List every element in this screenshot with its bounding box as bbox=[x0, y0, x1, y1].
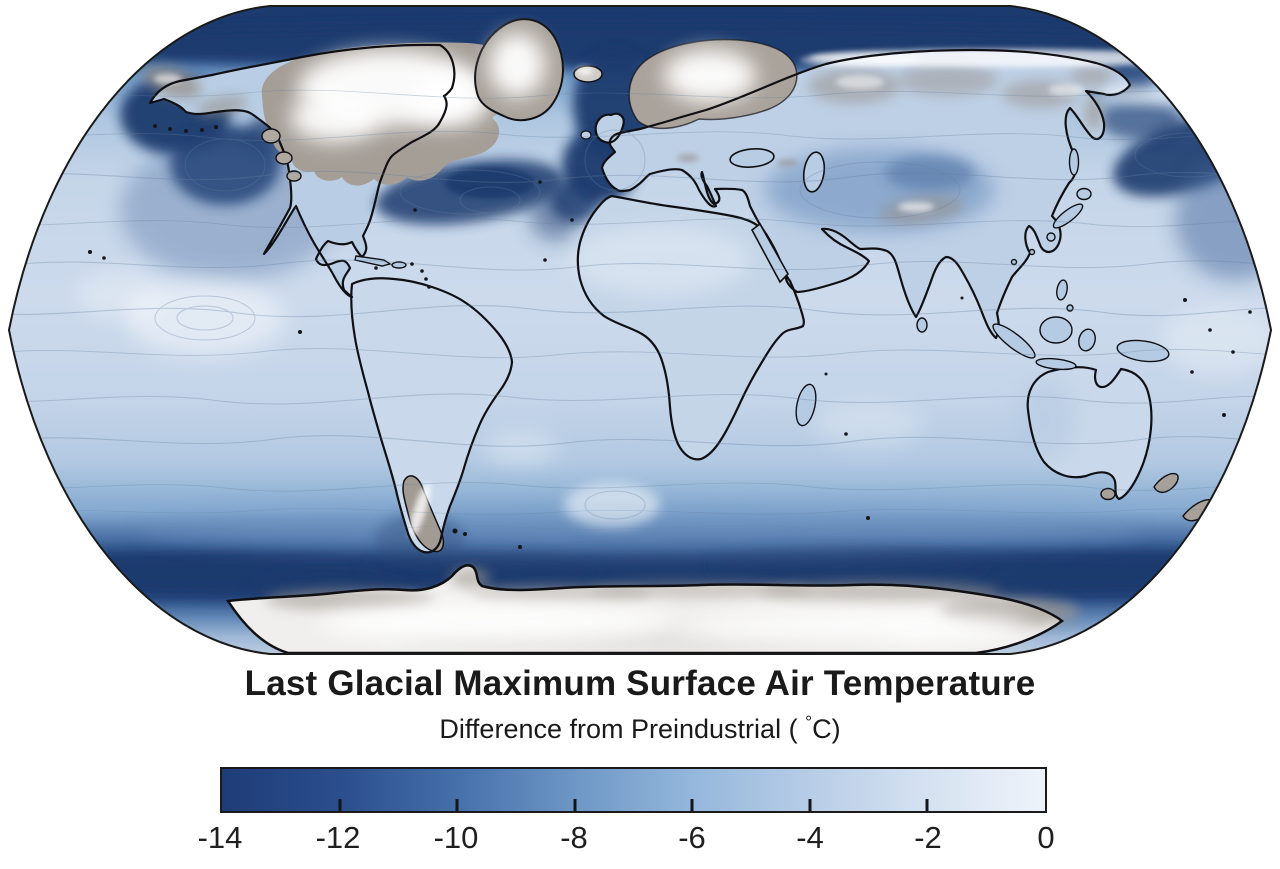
colorbar-tick-label: -12 bbox=[315, 820, 361, 855]
subtitle-suffix: C) bbox=[812, 714, 841, 744]
colorbar-tick bbox=[925, 799, 929, 811]
subtitle-prefix: Difference from Preindustrial ( bbox=[439, 714, 806, 744]
map-container bbox=[8, 5, 1272, 655]
degree-symbol: ° bbox=[805, 712, 813, 732]
ice-sheets bbox=[143, 18, 1200, 654]
landmasses bbox=[150, 44, 1152, 553]
colorbar-tick bbox=[338, 799, 342, 811]
map-layers bbox=[9, 6, 1271, 654]
contour-lines bbox=[9, 89, 1271, 532]
colorbar-tick-label: -8 bbox=[560, 820, 588, 855]
colorbar-tick-label: 0 bbox=[1037, 820, 1055, 855]
colorbar-tick-label: -4 bbox=[796, 820, 824, 855]
figure-subtitle: Difference from Preindustrial ( °C) bbox=[0, 712, 1280, 745]
colorbar bbox=[220, 767, 1047, 813]
colorbar-tick bbox=[808, 799, 812, 811]
colorbar-tick-labels: -14 -12 -10 -8 -6 -4 -2 0 bbox=[0, 820, 1280, 864]
world-map bbox=[8, 5, 1272, 655]
islands bbox=[261, 128, 1216, 522]
colorbar-tick bbox=[573, 799, 577, 811]
colorbar-tick-label: -2 bbox=[914, 820, 942, 855]
colorbar-tick bbox=[690, 799, 694, 811]
colorbar-tick-label: -6 bbox=[678, 820, 706, 855]
colorbar-tick bbox=[455, 799, 459, 811]
figure-title: Last Glacial Maximum Surface Air Tempera… bbox=[244, 664, 1036, 703]
colorbar-tick-label: -14 bbox=[197, 820, 243, 855]
island-dots bbox=[88, 124, 1252, 549]
colorbar-tick-label: -10 bbox=[433, 820, 479, 855]
